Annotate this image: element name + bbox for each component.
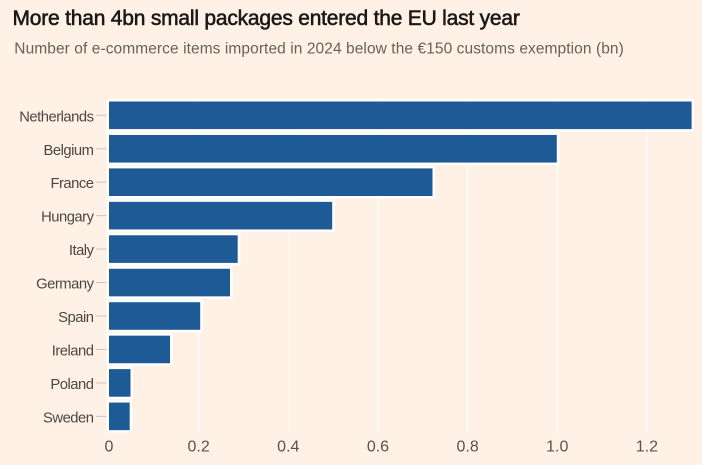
svg-text:Hungary: Hungary (41, 210, 95, 226)
svg-text:Germany: Germany (36, 277, 94, 293)
svg-text:Italy: Italy (69, 243, 95, 259)
svg-text:Belgium: Belgium (44, 143, 94, 159)
svg-text:Poland: Poland (50, 377, 93, 393)
svg-text:Netherlands: Netherlands (19, 109, 93, 125)
svg-text:0.6: 0.6 (367, 439, 389, 456)
svg-text:Spain: Spain (58, 310, 94, 326)
svg-text:1.2: 1.2 (636, 439, 658, 456)
svg-text:More than 4bn small packages e: More than 4bn small packages entered the… (13, 7, 520, 30)
svg-text:0: 0 (105, 439, 114, 456)
svg-text:France: France (50, 176, 93, 192)
svg-text:0.4: 0.4 (277, 439, 299, 456)
svg-text:0.2: 0.2 (188, 439, 210, 456)
svg-text:Sweden: Sweden (43, 410, 94, 426)
svg-text:Number of e-commerce items imp: Number of e-commerce items imported in 2… (14, 41, 624, 58)
svg-text:Ireland: Ireland (52, 343, 94, 359)
svg-text:0.8: 0.8 (456, 439, 478, 456)
svg-text:1.0: 1.0 (546, 439, 568, 456)
